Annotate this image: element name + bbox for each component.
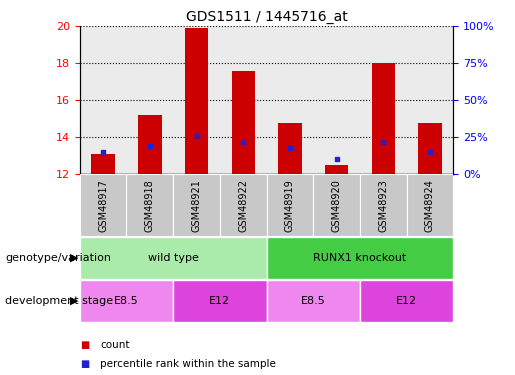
Bar xyxy=(406,174,453,236)
Bar xyxy=(92,154,115,174)
Bar xyxy=(220,26,267,174)
Bar xyxy=(267,174,313,236)
Text: ■: ■ xyxy=(80,340,89,350)
Bar xyxy=(80,237,267,279)
Text: GSM48924: GSM48924 xyxy=(425,179,435,232)
Bar xyxy=(220,174,267,236)
Bar xyxy=(371,63,395,174)
Text: GSM48918: GSM48918 xyxy=(145,179,155,232)
Text: GSM48921: GSM48921 xyxy=(192,179,201,232)
Title: GDS1511 / 1445716_at: GDS1511 / 1445716_at xyxy=(185,10,348,24)
Bar xyxy=(267,237,453,279)
Text: E12: E12 xyxy=(396,296,417,306)
Text: E8.5: E8.5 xyxy=(301,296,325,306)
Text: ▶: ▶ xyxy=(70,296,78,306)
Text: GSM48919: GSM48919 xyxy=(285,179,295,232)
Bar xyxy=(127,26,173,174)
Bar xyxy=(267,280,360,322)
Bar xyxy=(80,280,173,322)
Text: GSM48920: GSM48920 xyxy=(332,179,341,232)
Bar xyxy=(80,26,127,174)
Text: ▶: ▶ xyxy=(70,253,78,263)
Bar xyxy=(360,26,406,174)
Bar xyxy=(232,70,255,174)
Text: ■: ■ xyxy=(80,359,89,369)
Text: development stage: development stage xyxy=(5,296,113,306)
Bar xyxy=(360,174,406,236)
Bar xyxy=(418,123,441,174)
Bar xyxy=(267,26,313,174)
Text: E8.5: E8.5 xyxy=(114,296,139,306)
Bar xyxy=(80,174,127,236)
Bar xyxy=(313,174,360,236)
Text: genotype/variation: genotype/variation xyxy=(5,253,111,263)
Bar xyxy=(173,26,220,174)
Text: GSM48917: GSM48917 xyxy=(98,179,108,232)
Bar xyxy=(173,174,220,236)
Bar xyxy=(313,26,360,174)
Bar xyxy=(127,174,173,236)
Bar xyxy=(406,26,453,174)
Text: percentile rank within the sample: percentile rank within the sample xyxy=(100,359,277,369)
Text: count: count xyxy=(100,340,130,350)
Bar xyxy=(360,280,453,322)
Bar xyxy=(138,115,162,174)
Bar xyxy=(278,123,301,174)
Text: GSM48923: GSM48923 xyxy=(378,179,388,232)
Bar xyxy=(325,165,348,174)
Bar xyxy=(185,28,208,174)
Bar xyxy=(173,280,267,322)
Text: GSM48922: GSM48922 xyxy=(238,179,248,232)
Text: E12: E12 xyxy=(209,296,230,306)
Text: RUNX1 knockout: RUNX1 knockout xyxy=(313,253,406,263)
Text: wild type: wild type xyxy=(148,253,199,263)
